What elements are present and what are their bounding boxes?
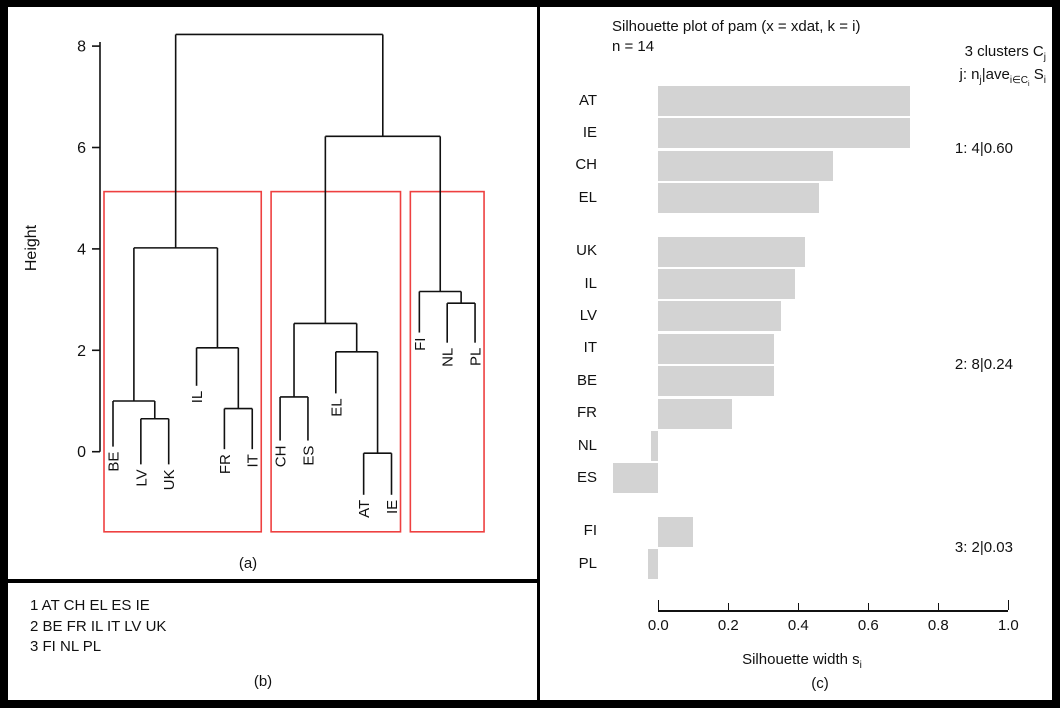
silhouette-legend-formula: j: nj|avei∈Ci Si [959, 66, 1046, 88]
silhouette-bar [658, 183, 820, 214]
cluster-box [409, 190, 485, 533]
panel-a-caption: (a) [238, 555, 258, 572]
row-label-el: EL [578, 188, 597, 206]
silhouette-bar [658, 398, 732, 429]
silhouette-bar [647, 549, 659, 580]
x-axis-tick [657, 600, 660, 610]
x-axis-tick [1007, 600, 1010, 610]
leaf-label: IE [384, 500, 401, 514]
leaf-label: FR [217, 454, 234, 474]
panel-c-caption: (c) [811, 675, 829, 692]
row-label-ch: CH [575, 156, 597, 174]
leaf-label: LV [133, 469, 150, 486]
silhouette-x-axis-label: Silhouette width si [742, 651, 862, 671]
y-axis-title: Height [23, 224, 40, 271]
silhouette-bar [612, 463, 659, 494]
silhouette-title-line1: Silhouette plot of pam (x = xdat, k = i) [612, 18, 861, 35]
panel-a-dendrogram: BE LV UK IL FR IT CH ES EL AT IE FI NL PL 0 2 4 6 8 Height … [8, 7, 537, 579]
row-label-fi: FI [583, 522, 597, 540]
leaf-label: NL [440, 348, 457, 367]
leaf-label: CH [273, 446, 290, 468]
row-label-lv: LV [579, 306, 597, 324]
silhouette-title-line2: n = 14 [612, 37, 655, 55]
leaf-label: BE [106, 452, 123, 472]
x-axis-tick [797, 603, 800, 610]
row-label-il: IL [584, 274, 597, 292]
silhouette-bar [658, 366, 774, 397]
silhouette-title: Silhouette plot of pam (x = xdat, k = i)… [612, 17, 860, 56]
silhouette-bar [658, 86, 911, 116]
x-tick-label: 0.6 [857, 617, 879, 634]
x-tick-label: 0.8 [927, 617, 949, 634]
row-label-nl: NL [577, 436, 597, 454]
silhouette-bar [658, 118, 911, 149]
x-axis-line [658, 610, 1009, 612]
leaf-label: ES [300, 446, 317, 466]
x-tick-label: 0.2 [717, 617, 739, 634]
row-label-at: AT [578, 91, 597, 109]
row-label-it: IT [583, 339, 597, 357]
leaf-label: PL [468, 348, 485, 366]
x-axis-tick [937, 603, 940, 610]
silhouette-bar [658, 333, 774, 364]
cluster-summary-3: 3: 2|0.03 [954, 538, 1013, 556]
row-label-fr: FR [577, 404, 597, 422]
cluster-summary-1: 1: 4|0.60 [954, 140, 1013, 158]
x-tick-label: 1.0 [997, 617, 1019, 634]
panel-c-silhouette: Silhouette plot of pam (x = xdat, k = i)… [540, 7, 1052, 700]
silhouette-legend-clusters: 3 clusters Cj [964, 43, 1046, 63]
silhouette-bar [658, 516, 694, 547]
cluster-2-members: 2 BE FR IL IT LV UK [30, 617, 167, 635]
x-tick-label: 0.4 [787, 617, 809, 634]
leaf-label: IL [189, 391, 206, 404]
leaf-label: FI [412, 338, 429, 351]
silhouette-bar [658, 301, 781, 332]
silhouette-bar [658, 150, 834, 181]
cluster-3-members: 3 FI NL PL [30, 638, 102, 656]
silhouette-bar [651, 431, 659, 461]
row-label-uk: UK [576, 242, 597, 260]
leaf-label: AT [356, 500, 373, 518]
y-tick-label: 0 [77, 444, 86, 461]
y-tick-label: 2 [77, 343, 86, 360]
cluster-summary-2: 2: 8|0.24 [954, 355, 1013, 373]
leaf-label: IT [245, 454, 262, 467]
x-axis-tick [727, 603, 730, 610]
panel-b-cluster-list: 1 AT CH EL ES IE 2 BE FR IL IT LV UK 3 F… [8, 583, 537, 700]
y-tick-label: 6 [77, 140, 86, 157]
cluster-box [270, 190, 402, 533]
panel-b-caption: (b) [253, 673, 273, 690]
x-axis-tick [867, 603, 870, 610]
leaf-label: UK [161, 469, 178, 490]
cluster-membership-text: 1 AT CH EL ES IE 2 BE FR IL IT LV UK 3 F… [30, 596, 166, 658]
row-label-ie: IE [582, 123, 597, 141]
x-tick-label: 0.0 [647, 617, 669, 634]
row-label-es: ES [576, 468, 597, 486]
cluster-box [103, 190, 263, 533]
leaf-label: EL [328, 398, 345, 416]
silhouette-bar [658, 236, 806, 267]
cluster-1-members: 1 AT CH EL ES IE [30, 597, 150, 614]
row-label-pl: PL [578, 554, 597, 572]
y-tick-label: 8 [77, 39, 86, 56]
dendrogram-plot: BE LV UK IL FR IT CH ES EL AT IE FI NL PL 0 2 4 6 8 Height [23, 33, 485, 533]
silhouette-bar [658, 269, 795, 299]
row-label-be: BE [576, 371, 597, 389]
y-tick-label: 4 [77, 241, 86, 258]
